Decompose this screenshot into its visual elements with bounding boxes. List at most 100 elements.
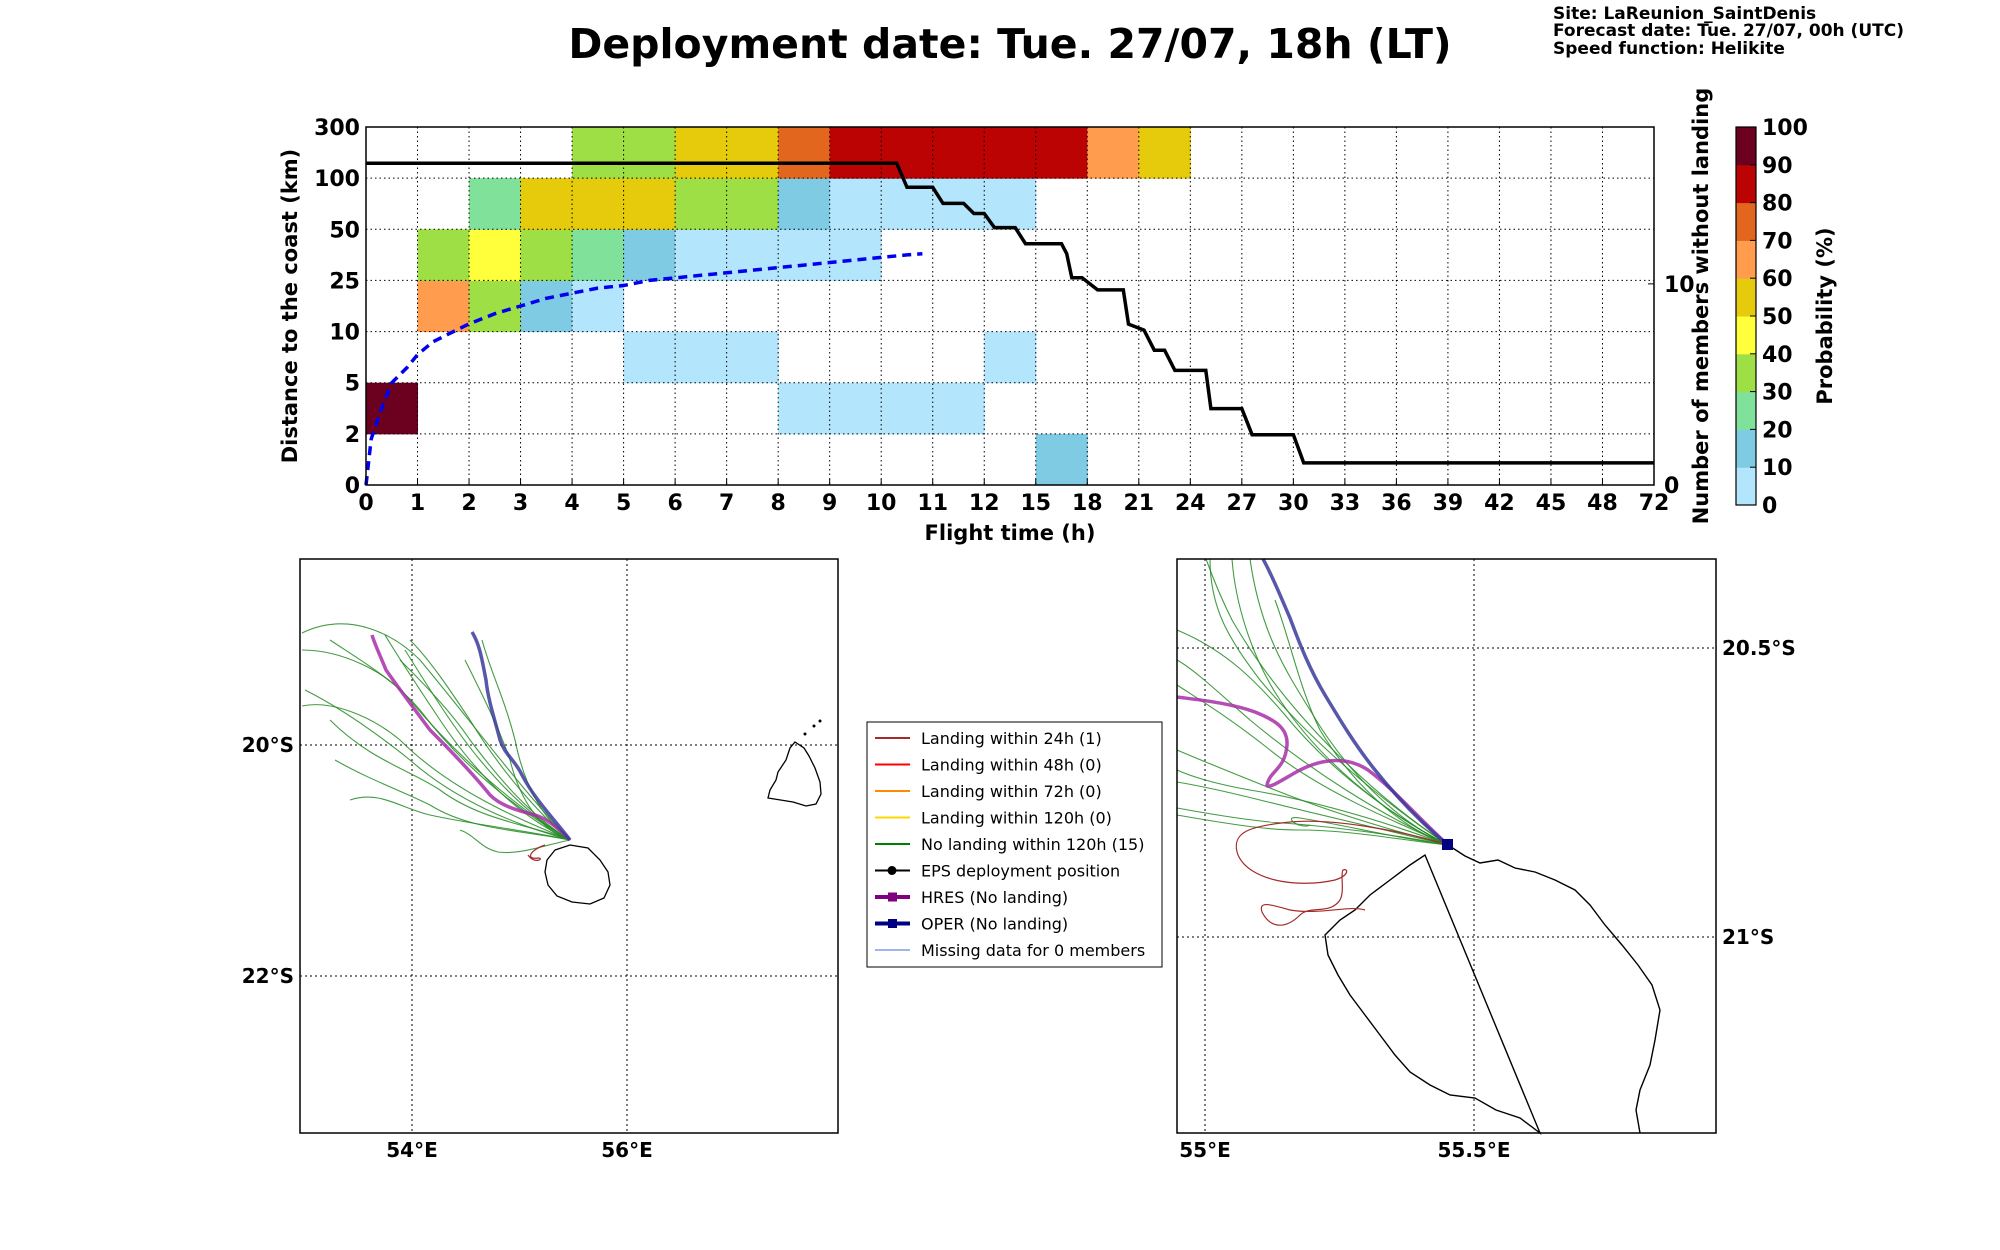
colorbar: 0 10 20 30 40 50 60 70 80 90 100 Probability (%) — [1735, 116, 1837, 519]
heatmap-cell — [572, 127, 625, 179]
members-without-landing-line — [366, 161, 1654, 465]
heatmap-cell — [829, 178, 882, 230]
heatmap-cell — [726, 331, 779, 384]
heatmap-cell — [520, 178, 573, 230]
colorbar-tick-label: 90 — [1762, 154, 1793, 179]
heatmap-cell — [778, 382, 831, 435]
landing-24h-track-zoom — [1235, 820, 1449, 926]
colorbar-swatch — [1736, 127, 1756, 166]
heatmap-cell — [623, 229, 676, 281]
heatmap-cell — [675, 127, 728, 179]
lat-tick-label: 22°S — [242, 964, 294, 988]
heatmap-cell — [417, 280, 470, 333]
heatmap-cell — [778, 127, 831, 179]
colorbar-tick-labels: 0 10 20 30 40 50 60 70 80 90 100 — [1750, 116, 1808, 519]
colorbar-label: Probability (%) — [1813, 227, 1837, 404]
heatmap-cell — [726, 178, 779, 230]
y-tick-label: 300 — [314, 116, 360, 141]
colorbar-tick-label: 40 — [1762, 343, 1793, 368]
heatmap-cell — [675, 178, 728, 230]
x-tick-label: 33 — [1330, 491, 1361, 516]
x-tick-label: 36 — [1381, 491, 1412, 516]
x-tick-label: 24 — [1175, 491, 1206, 516]
x-tick-label: 10 — [866, 491, 897, 516]
y-tick-label: 10 — [329, 321, 360, 346]
x-tick-label: 7 — [719, 491, 734, 516]
left-map-frame — [299, 558, 839, 1134]
x-tick-label: 27 — [1227, 491, 1258, 516]
legend-label: Landing within 120h (0) — [921, 809, 1112, 828]
y2-tick-label: 10 — [1664, 273, 1695, 298]
x-tick-label: 11 — [917, 491, 948, 516]
x-tick-label: 8 — [771, 491, 786, 516]
y-tick-label: 100 — [314, 167, 360, 192]
legend-box — [866, 721, 1163, 968]
heatmap-cell — [417, 229, 470, 281]
heatmap-cell — [932, 382, 985, 435]
x-tick-label: 72 — [1639, 491, 1670, 516]
heatmap-cell — [1035, 127, 1088, 179]
legend-label: EPS deployment position — [921, 862, 1120, 881]
site-label: Site: LaReunion_SaintDenis — [1553, 4, 1816, 24]
chart-title: Deployment date: Tue. 27/07, 18h (LT) — [568, 20, 1451, 68]
left-map-tick-labels: 54°E 56°E 20°S 22°S — [242, 733, 653, 1162]
y2-tick-label: 0 — [1664, 474, 1679, 499]
colorbar-tick-label: 70 — [1762, 229, 1793, 254]
heatmap-cell — [932, 127, 985, 179]
legend-label: Landing within 24h (1) — [921, 729, 1102, 748]
x-tick-label: 18 — [1072, 491, 1103, 516]
x-tick-label: 6 — [667, 491, 682, 516]
x-tick-label: 4 — [564, 491, 579, 516]
legend-marker — [888, 919, 897, 928]
colorbar-tick-label: 50 — [1762, 305, 1793, 330]
right-map-frame — [1176, 558, 1717, 1134]
colorbar-swatch — [1736, 429, 1756, 468]
island-dot — [803, 732, 807, 736]
speed-function-label: Speed function: Helikite — [1553, 39, 1785, 59]
oper-track — [470, 631, 572, 842]
legend-label: No landing within 120h (15) — [921, 835, 1144, 854]
heatmap-cell — [520, 229, 573, 281]
legend-marker — [887, 866, 897, 875]
heatmap-cell — [623, 178, 676, 230]
colorbar-tick-label: 0 — [1762, 494, 1777, 519]
heatmap-cell — [1138, 127, 1191, 179]
deployment-marker — [1442, 839, 1453, 850]
heatmap-cell — [984, 127, 1037, 179]
heatmap-cell — [675, 229, 728, 281]
y2-axis-label: Number of members without landing — [1689, 88, 1713, 525]
x-tick-label: 21 — [1123, 491, 1154, 516]
legend: Landing within 24h (1) Landing within 48h… — [866, 721, 1163, 968]
colorbar-tick-label: 30 — [1762, 381, 1793, 406]
heatmap-cell — [829, 229, 882, 281]
colorbar-tick-label: 10 — [1762, 456, 1793, 481]
right-map-tick-labels: 55°E 55.5°E 20.5°S 21°S — [1179, 636, 1796, 1162]
legend-label: Landing within 48h (0) — [921, 756, 1102, 775]
mauritius-island — [767, 741, 822, 807]
x-axis-label: Flight time (h) — [925, 521, 1096, 545]
x-tick-label: 15 — [1020, 491, 1051, 516]
colorbar-swatch — [1736, 391, 1756, 430]
heatmap-cell — [1087, 127, 1140, 179]
x-tick-label: 1 — [410, 491, 425, 516]
heatmap-cell — [984, 178, 1037, 230]
x-tick-labels: 0 1 2 3 4 5 6 7 8 9 10 11 12 15 18 21 24 27 30 33 36 39 42 45 48… — [358, 479, 1669, 516]
heatmap-cell — [829, 382, 882, 435]
heatmap-cell — [881, 382, 934, 435]
heatmap-cell — [675, 331, 728, 384]
lat-tick-label: 20°S — [242, 733, 294, 757]
heatmap-cell — [726, 229, 779, 281]
y-tick-label: 0 — [345, 474, 360, 499]
heatmap-cells — [366, 127, 1191, 486]
colorbar-swatch — [1736, 467, 1756, 506]
colorbar-swatch — [1736, 278, 1756, 317]
x-tick-label: 45 — [1536, 491, 1567, 516]
reunion-island-small — [544, 844, 611, 905]
island-dot — [818, 719, 822, 723]
x-tick-label: 12 — [969, 491, 1000, 516]
x-tick-label: 30 — [1278, 491, 1309, 516]
legend-label: OPER (No landing) — [921, 915, 1068, 934]
x-tick-label: 5 — [616, 491, 631, 516]
